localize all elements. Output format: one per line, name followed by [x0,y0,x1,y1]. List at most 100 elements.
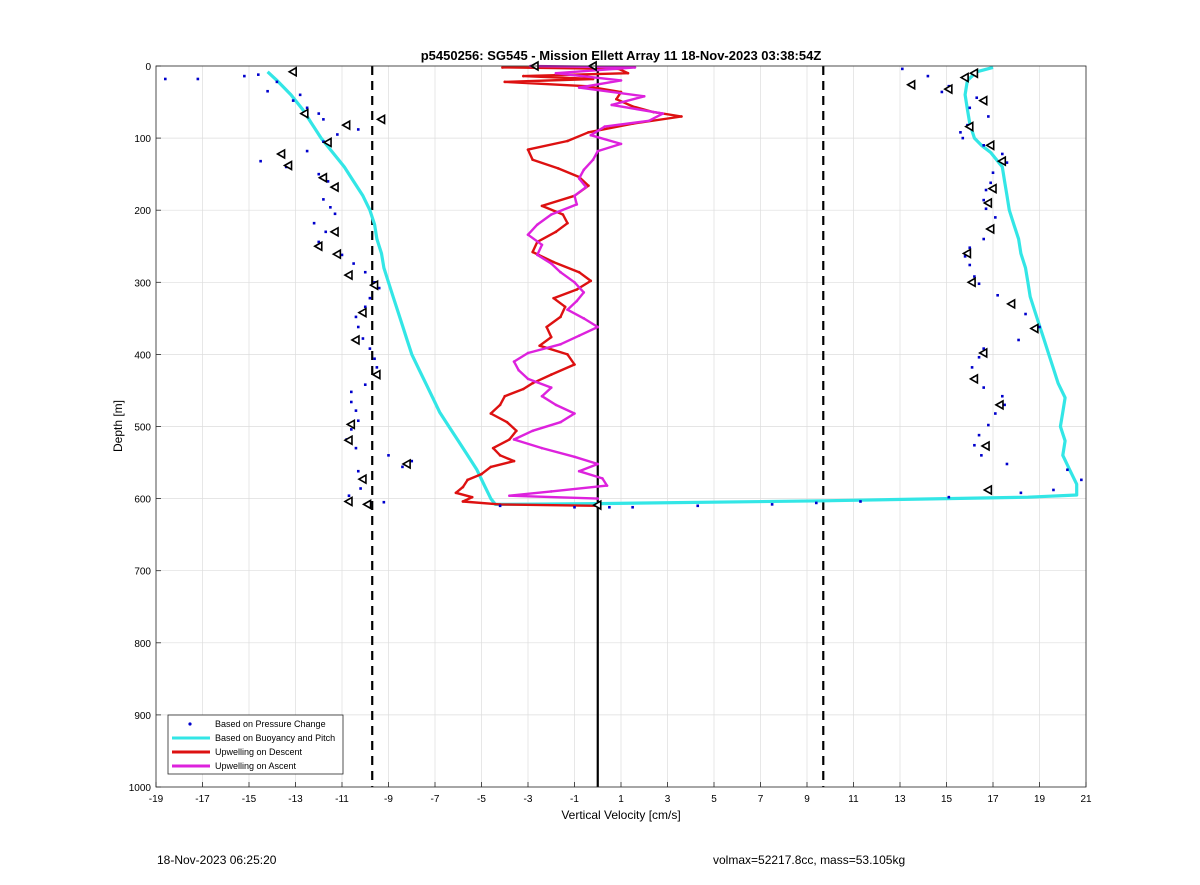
pressure-point [291,99,295,102]
pressure-point [994,216,997,219]
pressure-point [1017,338,1020,342]
series-point [512,459,516,463]
x-tick-label: -15 [242,794,257,805]
series-point [566,221,569,225]
pressure-point [1052,488,1055,492]
triangle-marker [978,347,988,359]
series-point [526,351,530,355]
pressure-point [968,106,972,110]
pressure-point [608,505,611,509]
pressure-point [970,366,974,369]
series-point [454,491,458,495]
series-point [554,403,558,407]
pressure-point [354,315,358,319]
legend-item-ascent: Upwelling on Ascent [172,761,297,771]
footer-timestamp: 18-Nov-2023 06:25:20 [157,853,277,867]
series-point [517,368,520,372]
series-point [549,335,553,339]
x-tick-label: -19 [149,794,164,805]
series-point [582,317,586,320]
y-tick-label: 500 [134,423,151,434]
series-point [508,438,511,441]
series-point [680,115,683,118]
triangle-marker [350,334,360,346]
series-point [522,74,525,78]
legend: Based on Pressure Change Based on Buoyan… [167,714,344,775]
x-tick-label: 21 [1080,794,1092,805]
triangle-marker [375,113,386,125]
triangle-marker [980,440,990,452]
pressure-point [312,221,316,225]
pressure-point [982,347,985,350]
pressure-point [317,112,321,115]
triangle-marker [978,95,988,106]
pressure-point [859,500,862,503]
pressure-point [1001,152,1004,156]
pressure-point [980,454,983,457]
series-point [503,80,507,84]
series-point [577,469,581,473]
pressure-point [356,325,360,329]
series-point [577,270,581,274]
triangle-marker [361,498,372,510]
series-point [554,71,558,75]
series-point [470,495,474,499]
series-point [554,230,558,234]
y-tick-label: 0 [145,62,151,73]
x-tick-label: -17 [195,794,210,805]
pressure-point [324,230,328,234]
pressure-point [573,505,576,509]
pressure-point [259,159,262,163]
triangle-marker [341,119,351,131]
triangle-marker [329,181,339,193]
series-point [515,429,518,433]
x-tick-label: -3 [524,794,533,805]
x-tick-label: -11 [335,794,349,805]
pressure-point [975,96,979,100]
series-point [615,97,618,101]
pressure-point [352,262,355,265]
series-point [531,381,534,385]
pressure-point [354,409,358,412]
series-point [461,500,465,503]
pressure-point [770,503,774,506]
series-point [596,462,600,466]
y-tick-label: 700 [134,567,151,578]
pressure-point [359,487,362,490]
legend-item-pressure: Based on Pressure Change [188,719,326,729]
series-point [501,66,504,69]
legend-label-descent: Upwelling on Descent [215,747,303,757]
pressure-point [996,293,999,297]
pressure-point [987,423,990,427]
triangle-marker [982,484,993,496]
x-tick-label: 11 [848,794,859,805]
series-point [563,305,567,309]
pressure-point [243,74,246,78]
legend-label-buoyancy: Based on Buoyancy and Pitch [215,733,335,743]
triangle-marker [371,369,381,380]
series-point [626,71,630,75]
pressure-point [275,80,279,84]
pressure-point [982,386,985,389]
y-tick-label: 1000 [129,783,152,794]
y-tick-label: 300 [134,278,151,289]
pressure-point [347,494,351,498]
series-point [540,394,544,398]
series-point [587,184,590,187]
series-point [596,497,600,500]
pressure-point [317,240,321,244]
pressure-point [696,504,700,508]
triangle-marker [943,83,953,95]
y-tick-label: 100 [134,134,151,145]
footer-volmax-mass: volmax=52217.8cc, mass=53.105kg [713,853,906,867]
pressure-point [266,89,269,93]
pressure-point [1019,491,1023,495]
triangle-marker [282,160,293,171]
x-tick-label: 9 [804,794,810,805]
series-point [549,262,553,265]
series-point [589,279,593,283]
triangle-marker [959,72,969,83]
triangle-marker [357,473,367,485]
pressure-point [368,347,372,350]
series-point [661,112,665,115]
